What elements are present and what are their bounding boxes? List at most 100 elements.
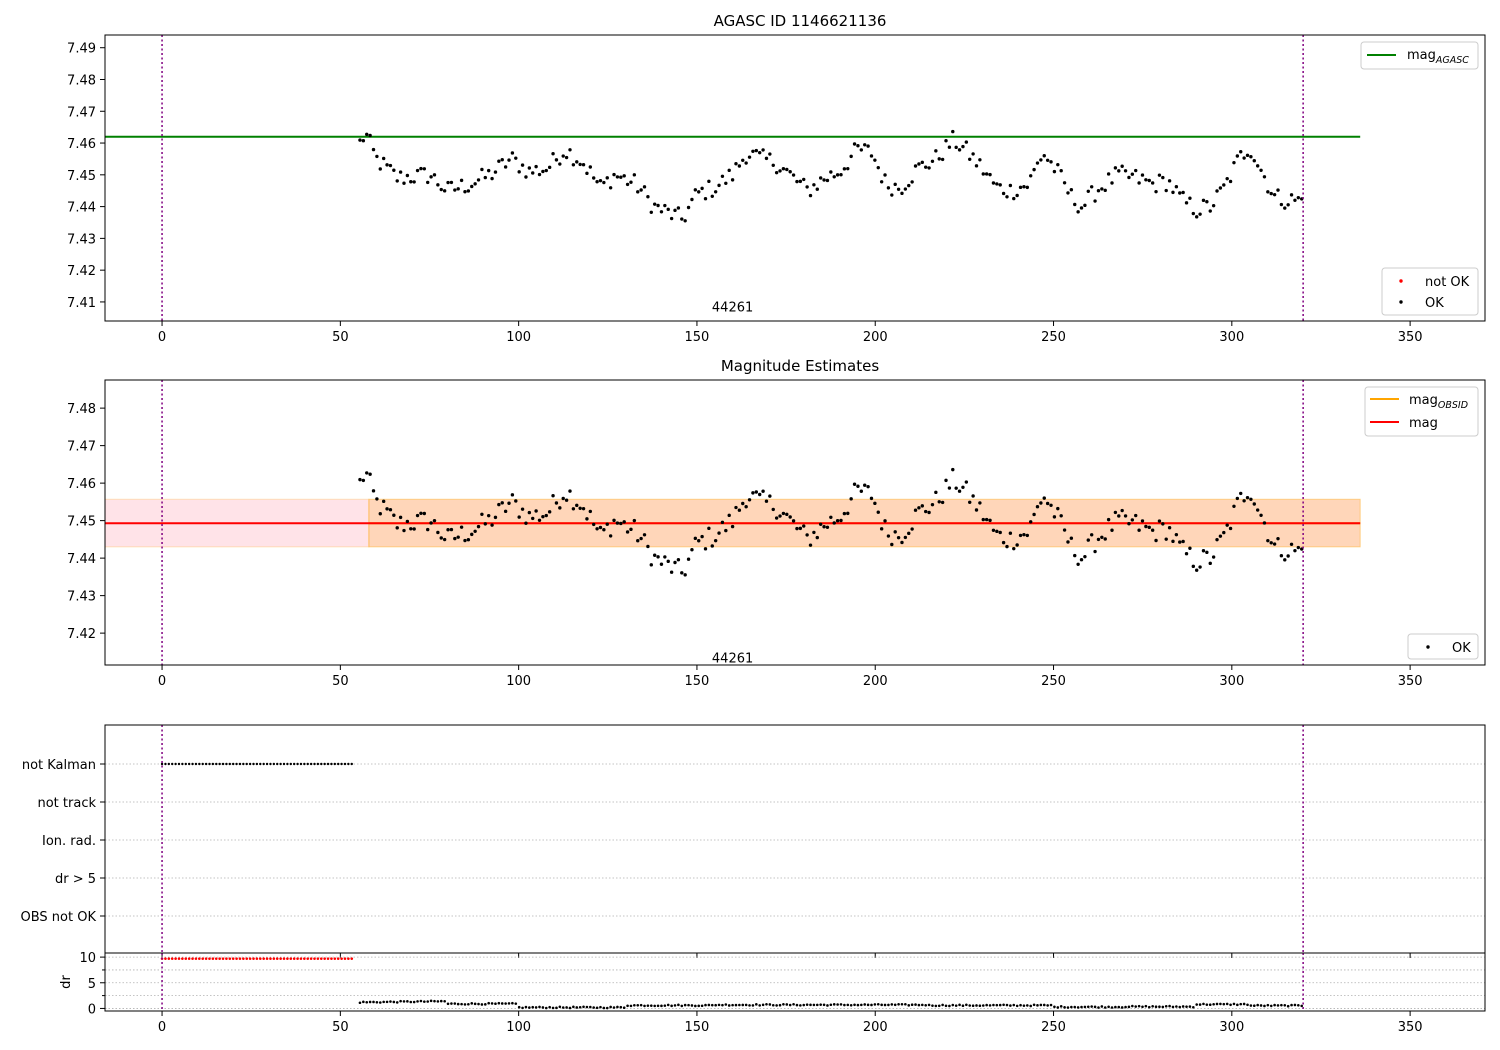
dr-point-ok bbox=[1015, 1004, 1019, 1008]
data-point-ok bbox=[873, 501, 877, 506]
dr-point-ok bbox=[988, 1004, 992, 1007]
dr-point-ok bbox=[866, 1003, 870, 1007]
data-point-ok bbox=[547, 510, 552, 514]
data-point-ok bbox=[1062, 528, 1067, 532]
dr-point-ok bbox=[1019, 1003, 1022, 1007]
data-point-ok bbox=[1239, 150, 1243, 154]
dr-point-ok bbox=[1063, 1006, 1066, 1009]
data-point-ok bbox=[365, 471, 369, 475]
flag-label: not track bbox=[37, 796, 96, 811]
dr-point-ok bbox=[995, 1003, 999, 1007]
not-kalman-point bbox=[167, 762, 171, 766]
dr-point-ok bbox=[368, 1000, 372, 1004]
data-point-ok bbox=[795, 526, 799, 531]
dr-point-ok bbox=[683, 1003, 687, 1007]
dr-point-ok bbox=[446, 1002, 450, 1006]
x-tick-label: 150 bbox=[685, 330, 710, 345]
not-kalman-point bbox=[323, 762, 326, 766]
data-point-ok bbox=[1228, 526, 1233, 531]
not-kalman-point bbox=[333, 762, 337, 766]
dr-point-ok bbox=[1100, 1005, 1104, 1008]
dr-point-ok bbox=[836, 1003, 839, 1006]
dr-point-bad bbox=[258, 957, 262, 960]
dr-point-ok bbox=[423, 1000, 426, 1003]
data-point-ok bbox=[934, 490, 938, 495]
data-point-ok bbox=[988, 172, 992, 177]
data-point-ok bbox=[1161, 522, 1165, 526]
dr-point-ok bbox=[849, 1003, 853, 1007]
dr-point-bad bbox=[167, 957, 171, 960]
data-point-ok bbox=[1208, 561, 1212, 566]
data-point-ok bbox=[974, 508, 979, 512]
data-point-ok bbox=[1140, 173, 1145, 177]
data-point-ok bbox=[1198, 565, 1202, 569]
data-point-ok bbox=[893, 530, 897, 534]
dr-point-ok bbox=[619, 1005, 623, 1009]
not-kalman-point bbox=[316, 762, 320, 766]
data-point-ok bbox=[954, 486, 958, 490]
data-point-ok bbox=[459, 178, 464, 183]
data-point-ok bbox=[1252, 159, 1256, 163]
data-point-ok bbox=[849, 154, 853, 159]
data-point-ok bbox=[1103, 537, 1107, 541]
data-point-ok bbox=[1167, 179, 1172, 183]
flag-label: OBS not OK bbox=[21, 910, 97, 925]
data-point-ok bbox=[571, 507, 576, 511]
data-point-ok bbox=[531, 516, 535, 521]
data-point-ok bbox=[1296, 545, 1301, 550]
data-point-ok bbox=[1144, 178, 1148, 182]
obsid-label: 44261 bbox=[712, 301, 753, 316]
data-point-ok bbox=[940, 157, 945, 162]
data-point-ok bbox=[683, 573, 687, 577]
dr-point-bad bbox=[319, 957, 323, 960]
dr-point-ok bbox=[467, 1002, 470, 1006]
dr-point-ok bbox=[639, 1003, 643, 1007]
data-point-ok bbox=[808, 543, 813, 547]
data-point-ok bbox=[466, 537, 471, 542]
data-point-ok bbox=[1083, 554, 1087, 559]
data-point-ok bbox=[497, 502, 501, 507]
data-point-ok bbox=[500, 501, 504, 505]
data-point-ok bbox=[1215, 537, 1219, 542]
dr-point-ok bbox=[1171, 1005, 1175, 1009]
data-point-ok bbox=[1029, 520, 1033, 524]
data-point-ok bbox=[1079, 206, 1084, 210]
data-point-ok bbox=[1110, 528, 1114, 532]
data-point-ok bbox=[988, 518, 992, 523]
data-point-ok bbox=[568, 148, 572, 152]
data-point-ok bbox=[971, 494, 975, 498]
dr-point-bad bbox=[170, 957, 174, 960]
data-point-ok bbox=[1032, 167, 1036, 172]
dr-point-bad bbox=[272, 957, 276, 960]
not-kalman-point bbox=[215, 762, 218, 766]
data-point-ok bbox=[961, 485, 965, 489]
dr-point-ok bbox=[582, 1005, 585, 1009]
data-point-ok bbox=[625, 530, 630, 534]
data-point-ok bbox=[1262, 521, 1267, 525]
data-point-ok bbox=[1259, 168, 1263, 173]
x-tick-label: 0 bbox=[158, 330, 166, 345]
data-point-ok bbox=[676, 206, 681, 210]
data-point-ok bbox=[659, 210, 664, 214]
data-point-ok bbox=[1242, 156, 1246, 160]
x-tick-label: 250 bbox=[1041, 674, 1066, 689]
data-point-ok bbox=[622, 520, 626, 524]
not-kalman-point bbox=[201, 762, 204, 766]
data-point-ok bbox=[1103, 188, 1107, 193]
not-kalman-point bbox=[259, 762, 262, 766]
not-kalman-point bbox=[242, 762, 245, 766]
data-point-ok bbox=[805, 185, 809, 189]
dr-point-ok bbox=[900, 1002, 904, 1006]
data-point-ok bbox=[558, 506, 562, 510]
data-point-ok bbox=[1164, 188, 1168, 193]
dr-point-bad bbox=[330, 957, 333, 960]
axes-frame bbox=[104, 724, 1486, 954]
dr-point-ok bbox=[497, 1001, 501, 1005]
data-point-ok bbox=[659, 562, 664, 566]
dr-point-ok bbox=[1009, 1004, 1012, 1007]
dr-point-ok bbox=[1029, 1004, 1033, 1008]
dr-point-ok bbox=[1154, 1005, 1158, 1009]
data-point-ok bbox=[507, 501, 511, 505]
data-point-ok bbox=[470, 184, 474, 189]
dr-point-ok bbox=[1158, 1005, 1161, 1009]
